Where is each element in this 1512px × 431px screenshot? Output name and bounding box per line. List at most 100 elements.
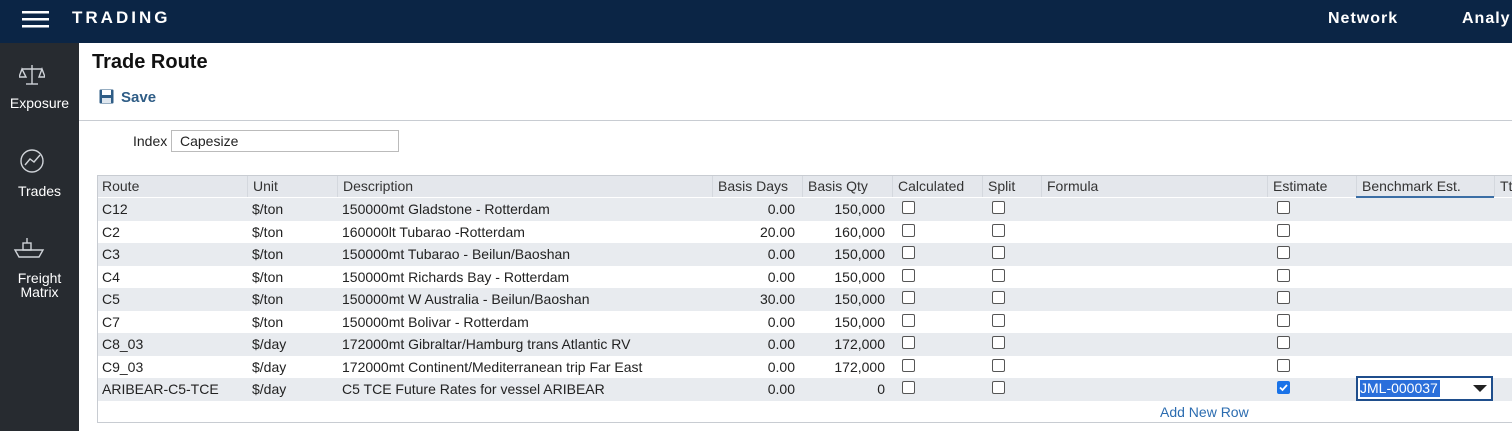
checkbox[interactable] bbox=[1277, 336, 1290, 349]
table-cell: 150,000 bbox=[834, 313, 885, 330]
column-header[interactable]: Ttl bbox=[1494, 176, 1512, 197]
checkbox[interactable] bbox=[902, 201, 915, 214]
table-cell: C7 bbox=[102, 313, 120, 330]
table-cell: $/ton bbox=[252, 223, 284, 240]
table-cell: C5 bbox=[102, 291, 120, 307]
table-cell: 160,000 bbox=[834, 223, 885, 240]
checkbox[interactable] bbox=[992, 336, 1005, 349]
page-title: Trade Route bbox=[92, 51, 208, 73]
table-cell: 30.00 bbox=[759, 291, 795, 307]
checkbox[interactable] bbox=[992, 358, 1005, 372]
menu-button[interactable] bbox=[22, 10, 49, 28]
checkbox[interactable] bbox=[992, 313, 1005, 327]
table-cell: 150,000 bbox=[834, 201, 885, 217]
trades-icon[interactable] bbox=[19, 148, 45, 174]
table-cell: 20.00 bbox=[759, 223, 795, 240]
table-row bbox=[98, 220, 1512, 243]
table-cell: 150,000 bbox=[834, 291, 885, 307]
column-header[interactable]: Unit bbox=[247, 176, 337, 197]
column-header[interactable]: Basis Qty bbox=[802, 176, 892, 197]
checkbox[interactable] bbox=[1277, 291, 1290, 304]
table-row bbox=[98, 333, 1512, 356]
index-input[interactable]: Capesize bbox=[171, 130, 399, 152]
nav-link[interactable]: Analy bbox=[1462, 10, 1511, 27]
table-cell: C2 bbox=[102, 223, 120, 240]
checkbox[interactable] bbox=[992, 246, 1005, 259]
checkbox[interactable] bbox=[992, 201, 1005, 214]
divider bbox=[79, 120, 1512, 121]
save-icon[interactable] bbox=[99, 89, 114, 104]
checkbox[interactable] bbox=[1277, 358, 1290, 372]
column-header[interactable]: Calculated bbox=[892, 176, 982, 197]
table-row bbox=[98, 378, 1512, 401]
table-cell: C12 bbox=[102, 201, 128, 217]
table-cell: $/ton bbox=[252, 291, 284, 307]
table-cell: 0.00 bbox=[767, 268, 795, 285]
table-cell: $/ton bbox=[252, 268, 284, 285]
checkbox[interactable] bbox=[1277, 246, 1290, 259]
column-header[interactable]: Estimate bbox=[1267, 176, 1356, 197]
table-cell: $/ton bbox=[252, 313, 284, 330]
table-cell: C4 bbox=[102, 268, 120, 285]
add-row-link[interactable]: Add New Row bbox=[1160, 403, 1249, 420]
table-row bbox=[98, 243, 1512, 266]
checkbox[interactable] bbox=[902, 336, 915, 349]
table-cell: $/ton bbox=[252, 246, 284, 262]
checkbox[interactable] bbox=[1277, 381, 1290, 394]
checkbox[interactable] bbox=[1277, 313, 1290, 327]
table-cell: 0.00 bbox=[767, 358, 795, 375]
freight-icon[interactable] bbox=[13, 236, 45, 260]
table-cell: 160000lt Tubarao -Rotterdam bbox=[342, 223, 525, 240]
checkbox[interactable] bbox=[1277, 223, 1290, 237]
sidebar-label[interactable]: Trades bbox=[17, 183, 62, 199]
checkbox[interactable] bbox=[902, 246, 915, 259]
nav-link[interactable]: Network bbox=[1328, 10, 1399, 27]
dropdown-caret[interactable] bbox=[1473, 385, 1487, 392]
table-cell: 150000mt Richards Bay - Rotterdam bbox=[342, 268, 570, 285]
sidebar: Exposure Trades Freight Matrix bbox=[0, 43, 79, 431]
column-header[interactable]: Split bbox=[982, 176, 1041, 197]
save-button[interactable]: Save bbox=[121, 89, 157, 106]
header-row bbox=[98, 176, 1512, 197]
column-header[interactable]: Basis Days bbox=[712, 176, 802, 197]
checkbox[interactable] bbox=[992, 223, 1005, 237]
table-row bbox=[98, 310, 1512, 333]
checkbox[interactable] bbox=[902, 358, 915, 372]
table-cell: ARIBEAR-C5-TCE bbox=[102, 381, 219, 397]
table-cell: C3 bbox=[102, 246, 120, 262]
index-label: Index bbox=[133, 133, 168, 149]
checkbox[interactable] bbox=[1277, 201, 1290, 214]
table-row bbox=[98, 198, 1512, 221]
table-cell: 172,000 bbox=[834, 336, 885, 352]
column-header[interactable]: Route bbox=[102, 178, 140, 194]
checkbox[interactable] bbox=[992, 291, 1005, 304]
checkbox[interactable] bbox=[1277, 268, 1290, 282]
table-cell: 150000mt Bolivar - Rotterdam bbox=[342, 313, 529, 330]
table-cell: 0.00 bbox=[767, 246, 795, 262]
selected-value: JML-000037 bbox=[1360, 380, 1440, 397]
table-cell: 0.00 bbox=[767, 336, 795, 352]
sidebar-label[interactable]: Freight Matrix bbox=[17, 270, 62, 300]
column-header[interactable]: Benchmark Est. bbox=[1356, 176, 1494, 197]
table-cell: 172000mt Continent/Mediterranean trip Fa… bbox=[342, 358, 643, 375]
checkbox[interactable] bbox=[902, 313, 915, 327]
table-cell: C5 TCE Future Rates for vessel ARIBEAR bbox=[342, 381, 605, 397]
table-cell: 0.00 bbox=[767, 313, 795, 330]
sidebar-label[interactable]: Exposure bbox=[9, 95, 70, 111]
exposure-icon[interactable] bbox=[19, 63, 45, 87]
header-underline bbox=[1356, 196, 1494, 198]
checkbox[interactable] bbox=[992, 381, 1005, 394]
checkbox[interactable] bbox=[992, 268, 1005, 282]
table-cell: 150,000 bbox=[834, 246, 885, 262]
checkbox[interactable] bbox=[902, 223, 915, 237]
table-cell: 0.00 bbox=[767, 201, 795, 217]
table-row bbox=[98, 355, 1512, 378]
checkbox[interactable] bbox=[902, 381, 915, 394]
table-cell: $/day bbox=[252, 358, 287, 375]
checkbox[interactable] bbox=[902, 268, 915, 282]
checkbox[interactable] bbox=[902, 291, 915, 304]
column-header[interactable]: Description bbox=[337, 176, 712, 197]
column-header[interactable]: Formula bbox=[1041, 176, 1267, 197]
table-cell: 172,000 bbox=[834, 358, 885, 375]
